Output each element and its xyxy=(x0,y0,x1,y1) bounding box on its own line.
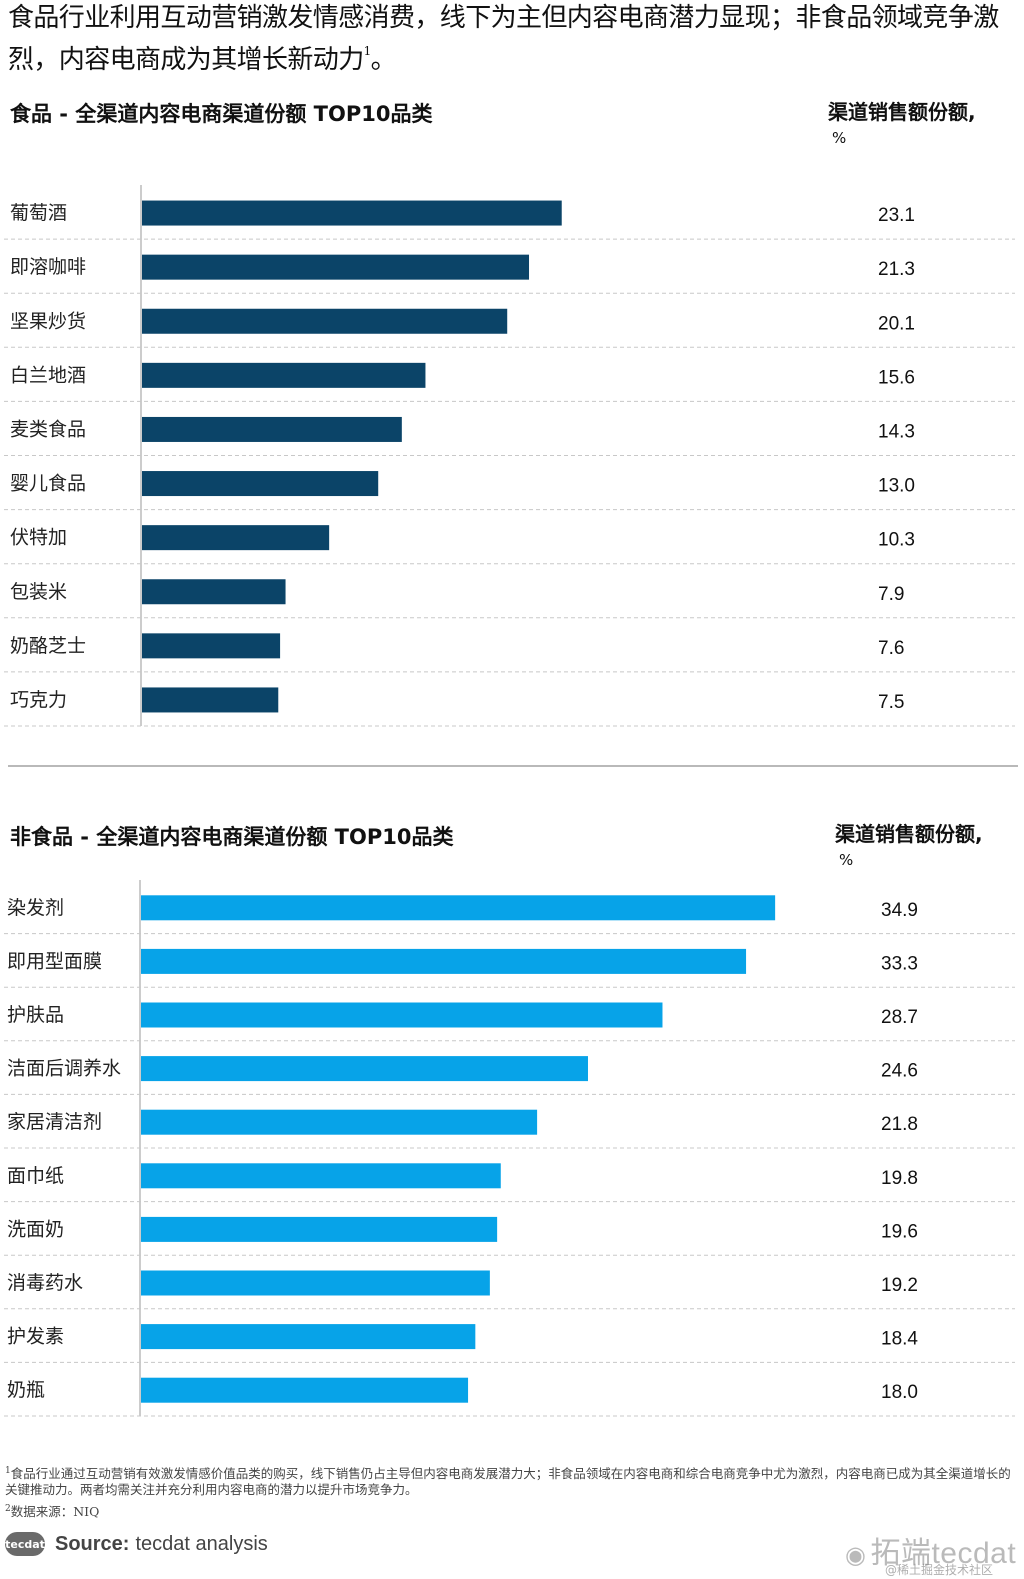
footnote-2: 2数据来源：NIQ xyxy=(5,1501,1015,1520)
food-bar xyxy=(142,308,508,334)
food-category-label: 包装米 xyxy=(10,581,67,603)
source-row: tecdat Source: tecdat analysis xyxy=(5,1531,268,1557)
food-bar xyxy=(142,362,426,388)
nonfood-category-label: 洁面后调养水 xyxy=(7,1058,121,1080)
food-category-label: 婴儿食品 xyxy=(10,473,86,495)
nonfood-bar xyxy=(141,1377,469,1403)
food-chart-title: 食品 - 全渠道内容电商渠道份额 TOP10品类 xyxy=(10,102,433,126)
nonfood-category-label: 洗面奶 xyxy=(7,1218,64,1240)
nonfood-category-label: 护发素 xyxy=(7,1326,64,1348)
footnote-2-mark: 2 xyxy=(5,1504,11,1514)
food-value-label: 14.3 xyxy=(878,421,915,442)
nonfood-chart-svg: 染发剂 34.9 即用型面膜 33.3 护肤品 28.7 洁面后调养水 24.6 家居清洁剂 21… xyxy=(4,880,1015,1417)
nonfood-category-label: 面巾纸 xyxy=(7,1165,64,1187)
watermark: ◉ 拓端tecdat xyxy=(845,1528,1016,1572)
nonfood-bar xyxy=(141,1270,490,1296)
nonfood-bar-chart: 染发剂 34.9 即用型面膜 33.3 护肤品 28.7 洁面后调养水 24.6 家居清洁剂 21… xyxy=(0,880,1020,1420)
food-value-label: 20.1 xyxy=(878,313,915,334)
nonfood-unit-percent: % xyxy=(839,851,854,869)
nonfood-value-label: 33.3 xyxy=(881,953,918,974)
footnote-1: 1食品行业通过互动营销有效激发情感价值品类的购买，线下销售仍占主导但内容电商发展… xyxy=(5,1463,1015,1498)
food-bar xyxy=(142,471,379,497)
page-title-text: 食品行业利用互动营销激发情感消费，线下为主但内容电商潜力显现；非食品领域竞争激烈… xyxy=(8,3,999,75)
page-title-end: 。 xyxy=(370,45,397,75)
nonfood-bar xyxy=(141,895,776,921)
nonfood-value-label: 21.8 xyxy=(881,1114,918,1135)
food-category-label: 白兰地酒 xyxy=(10,364,86,386)
food-bar-chart: 葡萄酒 23.1 即溶咖啡 21.3 坚果炒货 20.1 白兰地酒 15.6 麦类食品 14.3 婴… xyxy=(0,185,1020,730)
food-value-label: 7.5 xyxy=(878,692,904,713)
page-title: 食品行业利用互动营销激发情感消费，线下为主但内容电商潜力显现；非食品领域竞争激烈… xyxy=(8,2,1013,77)
page-title-footnote-mark: 1 xyxy=(363,44,372,58)
nonfood-bar xyxy=(141,948,747,974)
food-chart-svg: 葡萄酒 23.1 即溶咖啡 21.3 坚果炒货 20.1 白兰地酒 15.6 麦类食品 14.3 婴… xyxy=(4,185,1015,727)
food-value-label: 23.1 xyxy=(878,205,915,226)
source-label: Source: xyxy=(55,1532,130,1555)
nonfood-category-label: 奶瓶 xyxy=(7,1379,45,1401)
nonfood-unit-label-text: 渠道销售额份额, xyxy=(835,822,983,846)
food-bar xyxy=(142,200,562,226)
nonfood-value-label: 19.2 xyxy=(881,1275,918,1296)
nonfood-category-label: 家居清洁剂 xyxy=(7,1111,102,1133)
nonfood-bar xyxy=(141,1216,498,1242)
nonfood-chart-title: 非食品 - 全渠道内容电商渠道份额 TOP10品类 xyxy=(10,825,454,849)
food-value-label: 7.6 xyxy=(878,638,904,659)
nonfood-value-label: 18.4 xyxy=(881,1329,918,1350)
nonfood-value-label: 19.6 xyxy=(881,1221,918,1242)
weibo-eye-icon: ◉ xyxy=(845,1542,867,1569)
footnotes: 1食品行业通过互动营销有效激发情感价值品类的购买，线下销售仍占主导但内容电商发展… xyxy=(5,1463,1015,1520)
nonfood-value-label: 34.9 xyxy=(881,900,918,921)
food-category-label: 巧克力 xyxy=(10,689,67,711)
food-value-label: 10.3 xyxy=(878,530,915,551)
food-unit-percent: % xyxy=(832,129,847,147)
food-value-label: 21.3 xyxy=(878,259,915,280)
food-unit-label: 渠道销售额份额, % xyxy=(828,99,976,151)
food-value-label: 7.9 xyxy=(878,584,904,605)
footnote-1-text: 食品行业通过互动营销有效激发情感价值品类的购买，线下销售仍占主导但内容电商发展潜… xyxy=(5,1466,1011,1497)
nonfood-bar xyxy=(141,1056,588,1082)
footnote-1-mark: 1 xyxy=(5,1466,11,1476)
nonfood-bar xyxy=(141,1109,538,1135)
nonfood-bar xyxy=(141,1163,501,1189)
food-bar xyxy=(142,633,281,659)
food-bar xyxy=(142,579,286,605)
nonfood-value-label: 19.8 xyxy=(881,1168,918,1189)
nonfood-category-label: 护肤品 xyxy=(7,1004,64,1026)
footnote-2-text: 数据来源：NIQ xyxy=(10,1504,100,1519)
nonfood-value-label: 28.7 xyxy=(881,1007,918,1028)
watermark-subtext: @稀土掘金技术社区 xyxy=(885,1563,994,1577)
nonfood-category-label: 染发剂 xyxy=(7,897,64,919)
food-category-label: 伏特加 xyxy=(10,527,67,549)
nonfood-value-label: 24.6 xyxy=(881,1061,918,1082)
nonfood-bar xyxy=(141,1002,663,1028)
food-value-label: 13.0 xyxy=(878,476,915,497)
section-divider xyxy=(8,765,1018,767)
food-category-label: 坚果炒货 xyxy=(10,310,86,332)
food-bar xyxy=(142,416,402,442)
food-category-label: 奶酪芝士 xyxy=(10,635,86,657)
food-category-label: 葡萄酒 xyxy=(10,202,67,224)
nonfood-category-label: 消毒药水 xyxy=(7,1272,83,1294)
nonfood-unit-label: 渠道销售额份额, % xyxy=(835,821,983,873)
tecdat-logo: tecdat xyxy=(5,1532,45,1556)
source-text: tecdat analysis xyxy=(135,1532,268,1555)
food-value-label: 15.6 xyxy=(878,367,915,388)
watermark-text: 拓端tecdat xyxy=(870,1537,1017,1570)
food-bar xyxy=(142,687,279,713)
food-category-label: 麦类食品 xyxy=(10,418,86,440)
food-bar xyxy=(142,254,530,280)
nonfood-bar xyxy=(141,1324,476,1350)
food-bar xyxy=(142,525,330,551)
nonfood-value-label: 18.0 xyxy=(881,1382,918,1403)
nonfood-category-label: 即用型面膜 xyxy=(7,950,102,972)
food-category-label: 即溶咖啡 xyxy=(10,256,86,278)
food-unit-label-text: 渠道销售额份额, xyxy=(828,100,976,124)
